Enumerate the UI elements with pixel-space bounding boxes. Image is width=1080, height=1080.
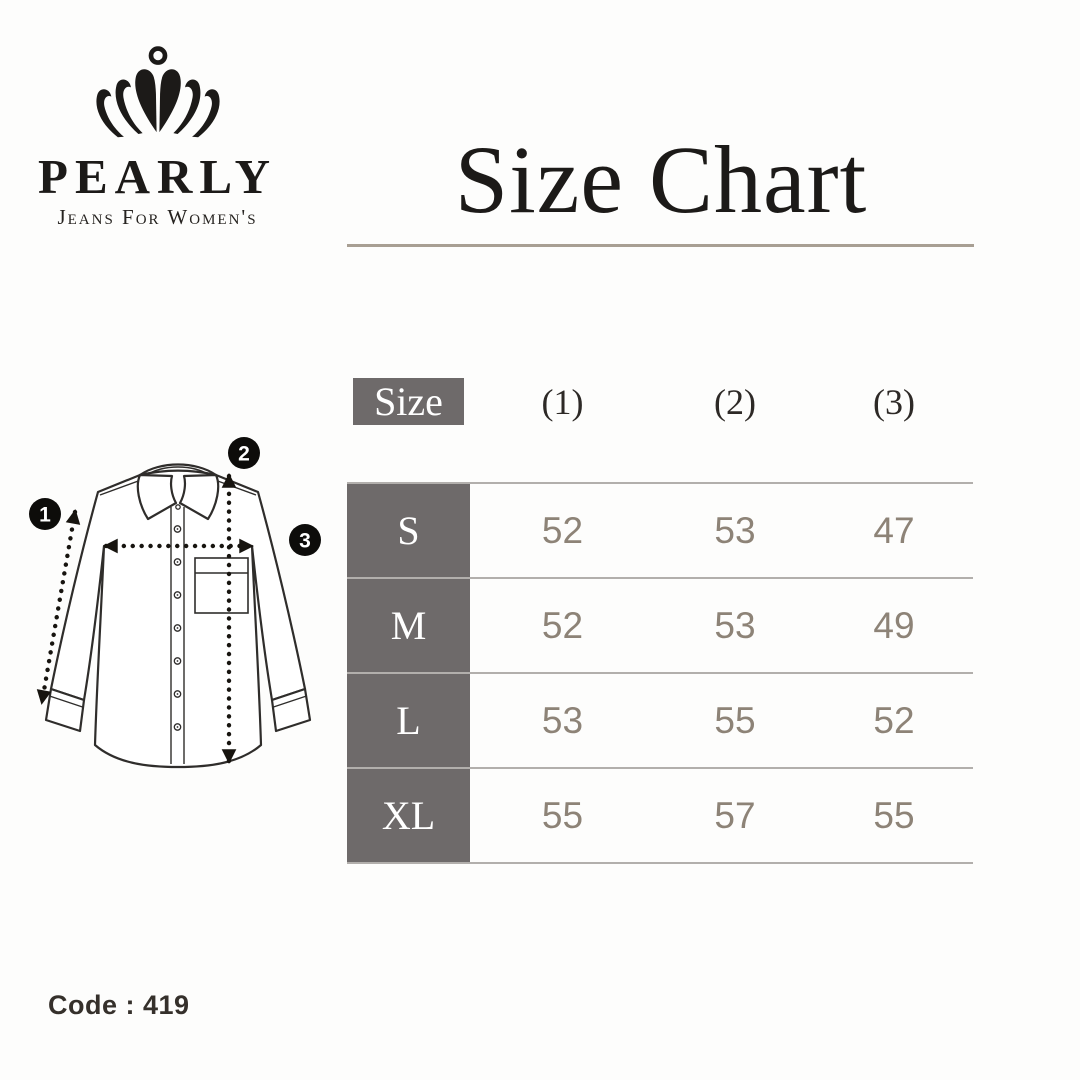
column-header-1: (1) xyxy=(541,381,584,422)
size-label: S xyxy=(347,484,470,577)
table-row-s: S 52 53 47 xyxy=(347,484,973,579)
table-row-l: L 53 55 52 xyxy=(347,674,973,769)
table-body: S 52 53 47 M 52 53 49 L 53 55 52 XL 55 5… xyxy=(347,482,973,864)
measure-badge-2: 2 xyxy=(228,437,260,469)
size-label: L xyxy=(347,674,470,767)
table-cell: 53 xyxy=(714,509,756,551)
column-header-2: (2) xyxy=(714,381,756,422)
measure-arrow-1-sleeve xyxy=(36,509,81,705)
table-row-xl: XL 55 57 55 xyxy=(347,769,973,864)
table-row-m: M 52 53 49 xyxy=(347,579,973,674)
brand-name: PEARLY xyxy=(38,149,277,204)
size-table: Size (1) (2) (3) S 52 53 47 M 52 53 49 L… xyxy=(347,378,973,864)
title-underline xyxy=(347,244,974,247)
product-code: Code : 419 xyxy=(48,990,190,1020)
chest-pocket xyxy=(194,557,249,614)
shirt-diagram: 1 2 3 xyxy=(20,430,330,770)
measure-badge-1: 1 xyxy=(29,498,61,530)
svg-text:3: 3 xyxy=(299,530,311,553)
table-cell: 53 xyxy=(714,604,756,646)
table-cell: 55 xyxy=(873,794,915,836)
brand-logo: PEARLY Jeans For Women's xyxy=(30,42,285,230)
size-label: M xyxy=(347,579,470,672)
table-cell: 53 xyxy=(541,699,584,741)
table-cell: 55 xyxy=(714,699,756,741)
table-header-row: Size (1) (2) (3) xyxy=(347,378,973,425)
svg-text:2: 2 xyxy=(238,443,250,466)
column-header-3: (3) xyxy=(873,381,915,422)
svg-text:1: 1 xyxy=(39,504,51,527)
measure-badge-3: 3 xyxy=(289,524,321,556)
shirt-buttons xyxy=(173,525,182,731)
collar xyxy=(136,463,220,521)
table-cell: 55 xyxy=(541,794,584,836)
table-cell: 57 xyxy=(714,794,756,836)
table-cell: 52 xyxy=(873,699,915,741)
table-cell: 52 xyxy=(541,509,584,551)
table-cell: 47 xyxy=(873,509,915,551)
size-column-header: Size xyxy=(353,378,464,425)
crown-icon xyxy=(95,46,220,138)
shirt-outline xyxy=(49,469,307,769)
table-cell: 49 xyxy=(873,604,915,646)
size-label: XL xyxy=(347,769,470,862)
page-title: Size Chart xyxy=(454,126,868,233)
right-cuff xyxy=(270,687,312,733)
brand-tagline: Jeans For Women's xyxy=(57,205,258,229)
table-cell: 52 xyxy=(541,604,584,646)
